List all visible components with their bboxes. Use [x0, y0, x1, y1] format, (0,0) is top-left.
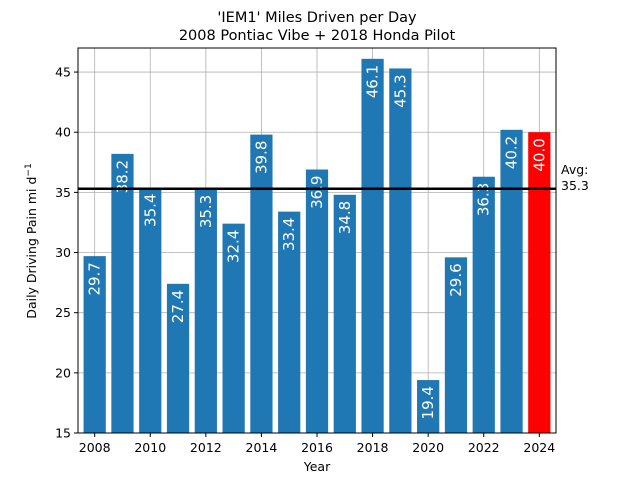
bar-value-label-2012: 35.3 [197, 195, 215, 228]
bar-value-label-2013: 32.4 [225, 230, 243, 263]
average-label-value: 35.3 [561, 178, 589, 193]
y-tick-label: 15 [55, 426, 71, 441]
bar-value-label-2023: 40.2 [503, 136, 521, 169]
bar-value-label-2024: 40.0 [530, 138, 548, 171]
x-tick-label: 2010 [134, 440, 166, 455]
bar-2018 [361, 59, 383, 433]
x-tick-label: 2008 [79, 440, 111, 455]
y-tick-label: 40 [55, 125, 71, 140]
bar-value-label-2010: 35.4 [141, 194, 159, 227]
x-tick-label: 2020 [412, 440, 444, 455]
x-tick-label: 2012 [190, 440, 222, 455]
y-axis-label-main: Daily Driving Pain mi d [24, 177, 39, 319]
y-tick-label: 45 [55, 65, 71, 80]
bar-value-label-2021: 29.6 [447, 263, 465, 296]
bar-2024 [528, 132, 550, 433]
bar-2014 [250, 135, 272, 433]
y-axis-label-superscript: −1 [24, 163, 34, 176]
x-tick-label: 2022 [468, 440, 500, 455]
y-axis-ticks: 15 20 25 30 35 40 45 [55, 65, 78, 441]
x-tick-label: 2014 [246, 440, 278, 455]
y-axis-label: Daily Driving Pain mi d−1 [24, 163, 39, 318]
bar-value-label-2016: 36.9 [308, 176, 326, 209]
x-axis-label: Year [303, 459, 331, 474]
bar-value-label-2018: 46.1 [364, 65, 382, 98]
x-tick-label: 2018 [357, 440, 389, 455]
bar-value-label-2017: 34.8 [336, 201, 354, 234]
bar-value-label-2008: 29.7 [86, 262, 104, 295]
y-tick-label: 20 [55, 365, 71, 380]
chart-subtitle: 2008 Pontiac Vibe + 2018 Honda Pilot [179, 28, 456, 44]
y-tick-label: 30 [55, 245, 71, 260]
average-label-title: Avg: [561, 162, 588, 177]
bar-2009 [111, 154, 133, 433]
x-tick-label: 2016 [301, 440, 333, 455]
bar-2019 [389, 68, 411, 433]
y-tick-label: 25 [55, 305, 71, 320]
bar-value-label-2019: 45.3 [391, 74, 409, 107]
bar-value-label-2015: 33.4 [280, 218, 298, 251]
y-tick-label: 35 [55, 185, 71, 200]
bar-value-label-2020: 19.4 [419, 386, 437, 419]
chart-title: 'IEM1' Miles Driven per Day [217, 10, 417, 26]
bar-2023 [500, 130, 522, 433]
x-tick-label: 2024 [523, 440, 555, 455]
x-axis-ticks: 2008 2010 2012 2014 2016 2018 2020 2022 2024 [79, 433, 556, 455]
bar-value-label-2014: 39.8 [252, 141, 270, 174]
bar-value-label-2011: 27.4 [169, 290, 187, 323]
